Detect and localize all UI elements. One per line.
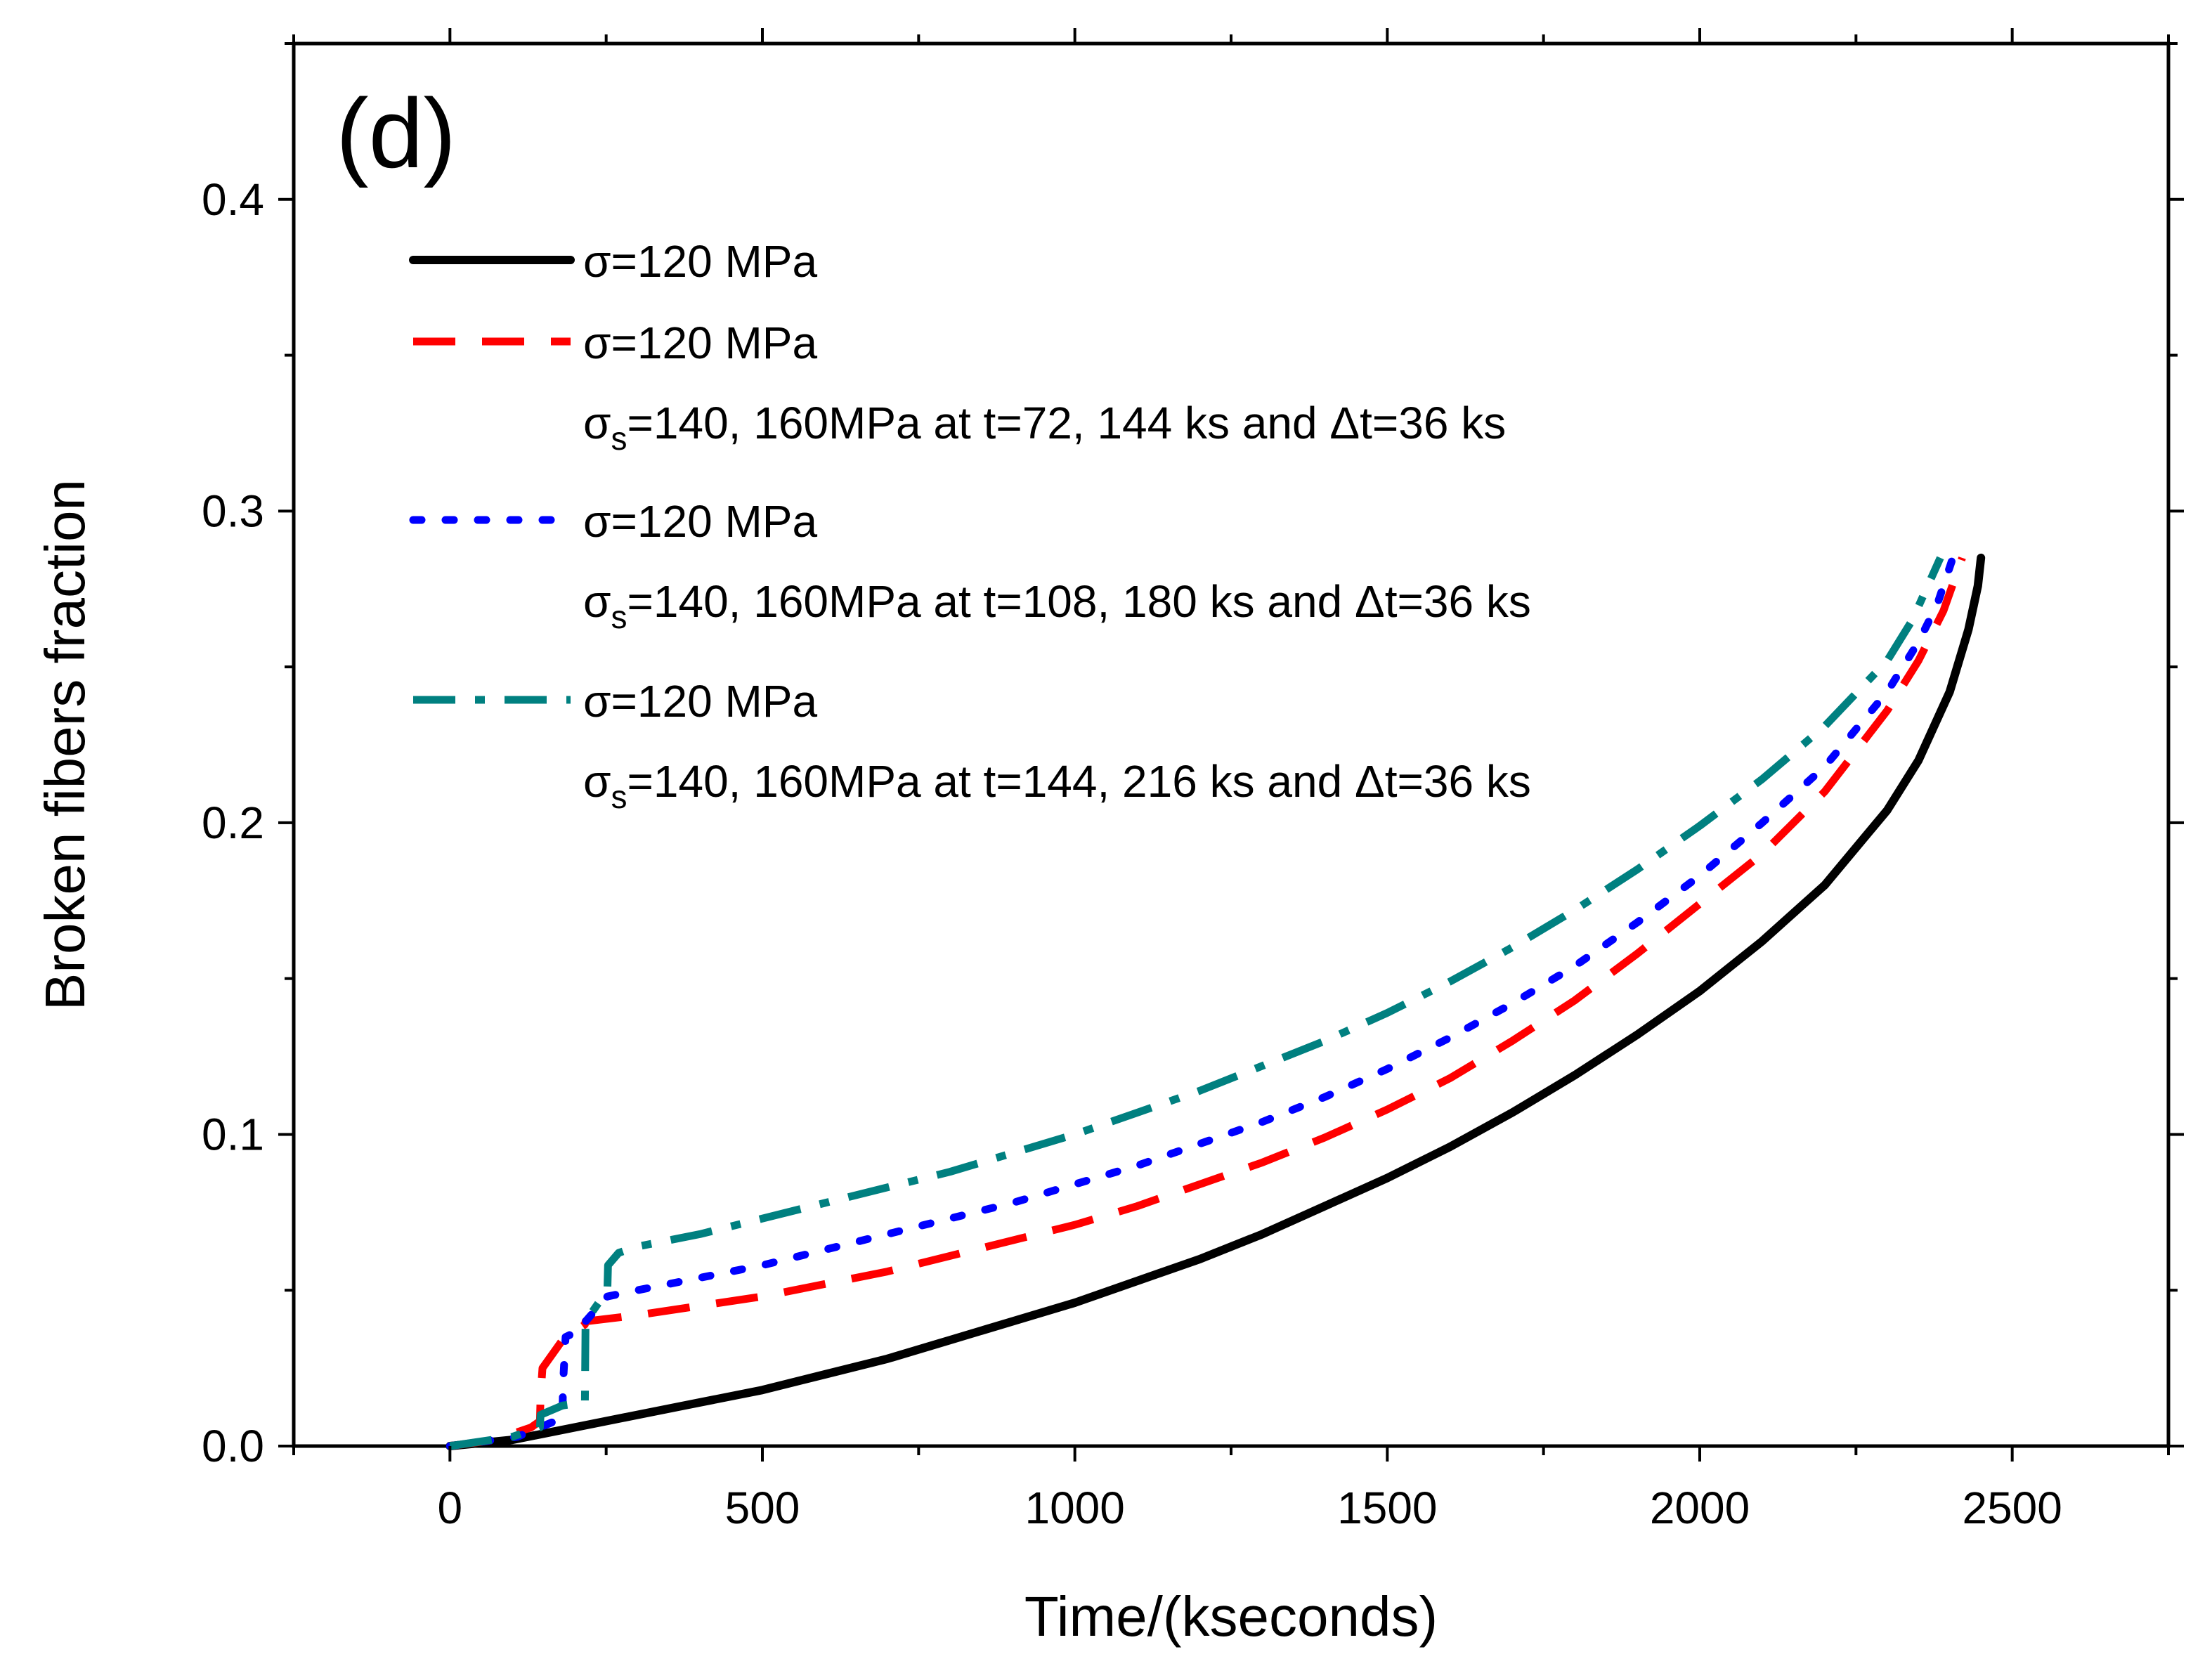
x-tick-label: 2500: [1962, 1483, 2062, 1533]
legend-label-4: σ=120 MPa: [583, 676, 817, 727]
legend-label-3: σ=120 MPa: [583, 496, 817, 547]
series-3-line: [445, 554, 1957, 1450]
x-tick-label: 0: [438, 1483, 463, 1533]
x-tick-label: 500: [725, 1483, 800, 1533]
series-2-line: [449, 557, 1966, 1450]
y-tick-labels: 0.0 0.1 0.2 0.3 0.4: [202, 174, 264, 1471]
y-tick-label: 0.0: [202, 1421, 264, 1471]
x-tick-label: 1500: [1337, 1483, 1437, 1533]
y-tick-label: 0.3: [202, 486, 264, 536]
series-1-line: [445, 553, 1986, 1450]
x-tick-label: 1000: [1024, 1483, 1124, 1533]
y-tick-label: 0.2: [202, 798, 264, 848]
legend: σ=120 MPa σ=120 MPa σs=140, 160MPa at t=72…: [409, 236, 1531, 815]
y-axis-title: Broken fibers fraction: [34, 479, 96, 1010]
x-tick-labels: 0 500 1000 1500 2000 2500: [438, 1483, 2062, 1533]
legend-sublabel-3: σs=140, 160MPa at t=108, 180 ks and Δt=3…: [583, 576, 1531, 635]
panel-label: (d): [336, 78, 456, 188]
legend-sublabel-2: σs=140, 160MPa at t=72, 144 ks and Δt=36…: [583, 398, 1506, 457]
x-tick-label: 2000: [1650, 1483, 1750, 1533]
legend-label-2: σ=120 MPa: [583, 318, 817, 368]
data-curves: [445, 553, 1986, 1450]
legend-sublabel-4: σs=140, 160MPa at t=144, 216 ks and Δt=3…: [583, 756, 1531, 815]
plot-frame: [292, 41, 2171, 1448]
y-tick-label: 0.1: [202, 1109, 264, 1159]
legend-label-1: σ=120 MPa: [583, 236, 817, 287]
axis-ticks: [278, 28, 2184, 1462]
y-tick-label: 0.4: [202, 174, 264, 225]
x-axis-title: Time/(kseconds): [1024, 1585, 1438, 1648]
